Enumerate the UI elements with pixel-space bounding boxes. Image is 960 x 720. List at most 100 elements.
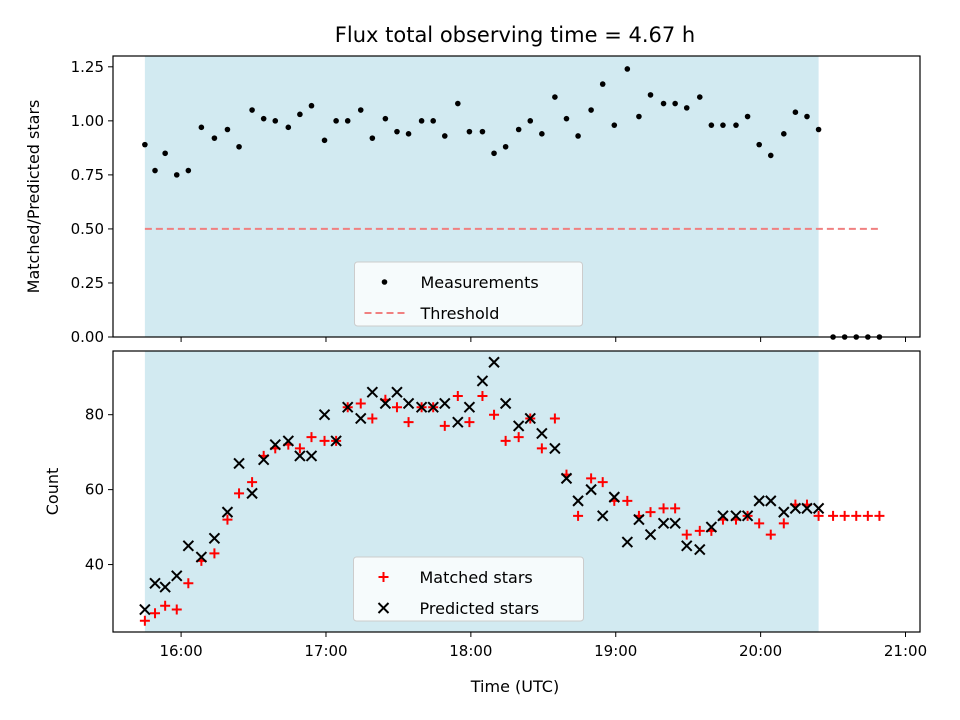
chart-title: Flux total observing time = 4.67 h [335,23,695,47]
axes-frame [112,55,921,338]
data-point [208,532,221,545]
y-tick-label: 0.25 [71,274,104,292]
x-axis-label: Time (UTC) [470,677,559,696]
data-point [744,113,751,120]
data-point [597,477,608,488]
data-point [851,510,862,521]
data-point [139,603,151,616]
data-point [369,135,376,141]
data-point [246,487,258,500]
data-point [441,133,448,139]
data-point [585,483,597,496]
data-point [539,131,545,137]
data-point [862,510,873,521]
data-point [815,126,822,133]
y-tick-label: 1.00 [71,112,104,130]
data-point [427,401,439,413]
data-point [633,513,645,526]
data-point [439,420,450,431]
data-point [730,510,742,522]
data-point [669,517,681,530]
data-point [512,420,525,432]
data-point [260,115,267,122]
data-point [549,442,561,455]
data-point [249,107,255,113]
legend-label: Matched stars [420,568,533,587]
series-predicted-stars [139,356,825,616]
data-point [344,118,351,124]
data-point [269,438,281,451]
data-point [804,113,810,120]
data-point [403,417,414,428]
data-point [195,551,208,563]
data-point [575,133,581,139]
data-point [185,167,192,174]
x-tick-label: 16:00 [159,642,202,660]
data-point [149,577,161,590]
data-point [272,118,279,124]
legend-box [354,261,583,327]
axes-frame [112,350,921,633]
x-tick-label: 20:00 [739,642,782,660]
data-point [209,548,220,559]
data-point [391,402,402,413]
data-point [160,600,171,611]
data-point [211,135,218,141]
data-point [812,502,825,515]
data-point [297,111,303,118]
data-point [756,141,762,148]
data-point [694,543,706,556]
x-tick-label: 19:00 [594,642,637,660]
data-point [342,401,354,413]
data-point [683,105,690,111]
legend-label: Measurements [421,273,539,292]
data-point [321,137,328,144]
data-point [789,502,802,515]
data-point [198,124,205,131]
data-point [466,128,473,135]
data-point [415,401,428,413]
data-point [171,604,182,615]
legend: Matched stars Predicted stars [353,556,584,622]
data-point [741,510,754,522]
data-point [355,398,366,409]
data-point [792,109,799,115]
data-point [765,529,776,540]
data-point [142,141,148,148]
data-point [452,416,464,428]
x-tick-label: 21:00 [884,642,927,660]
data-point [333,118,339,124]
y-tick-label: 0.00 [71,328,104,346]
data-point [608,491,621,503]
data-point [733,122,739,128]
data-point [489,409,500,420]
data-point [236,143,242,150]
data-point [828,510,839,521]
data-point [159,581,171,593]
data-point [524,412,536,425]
data-point [285,124,292,131]
legend: Measurements Threshold [354,261,583,327]
data-point [560,472,573,485]
data-point [294,443,305,454]
data-point [563,115,570,122]
data-point [657,517,670,530]
data-point [439,397,451,410]
data-point [647,92,654,98]
data-point [622,495,633,506]
data-point [658,503,669,514]
data-point [499,397,512,410]
data-point [588,107,594,113]
data-point [681,529,692,540]
data-point [357,107,364,113]
data-point [455,100,461,107]
data-point [813,510,824,521]
data-point [463,401,476,413]
data-point [515,126,522,133]
legend-marker-swatch [378,572,389,582]
data-point [672,100,678,107]
data-point [705,521,718,533]
data-point [282,435,295,447]
data-point [660,100,667,107]
data-point [573,510,584,521]
